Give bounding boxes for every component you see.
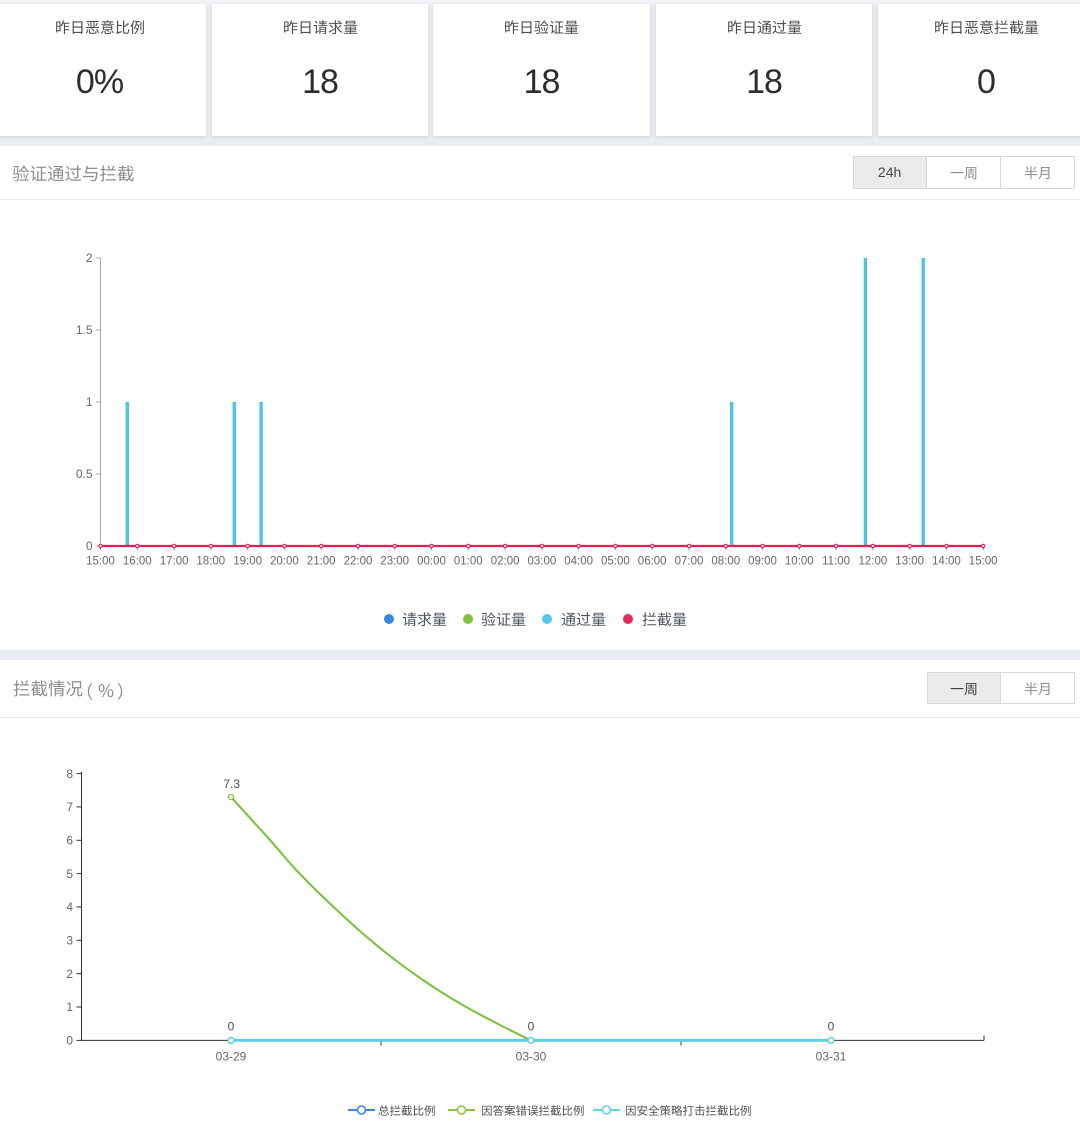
svg-text:03-30: 03-30: [516, 1050, 547, 1064]
svg-text:3: 3: [66, 934, 73, 948]
svg-text:21:00: 21:00: [307, 556, 336, 568]
svg-text:10:00: 10:00: [785, 556, 814, 568]
svg-text:7.3: 7.3: [223, 777, 240, 791]
svg-text:23:00: 23:00: [380, 556, 409, 568]
svg-text:08:00: 08:00: [711, 556, 740, 568]
svg-text:20:00: 20:00: [270, 556, 299, 568]
svg-text:1.5: 1.5: [76, 323, 93, 337]
svg-text:0: 0: [528, 1020, 535, 1034]
svg-text:2: 2: [86, 251, 93, 265]
svg-text:03:00: 03:00: [528, 556, 557, 568]
svg-text:00:00: 00:00: [417, 556, 446, 568]
svg-text:1: 1: [86, 395, 93, 409]
svg-text:8: 8: [66, 767, 73, 781]
svg-text:13:00: 13:00: [895, 556, 924, 568]
svg-text:12:00: 12:00: [859, 556, 888, 568]
svg-text:2: 2: [66, 967, 73, 981]
svg-text:15:00: 15:00: [86, 556, 115, 568]
svg-text:0: 0: [828, 1020, 835, 1034]
svg-text:07:00: 07:00: [675, 556, 704, 568]
svg-text:5: 5: [66, 867, 73, 881]
svg-text:16:00: 16:00: [123, 556, 152, 568]
svg-text:19:00: 19:00: [233, 556, 262, 568]
svg-text:09:00: 09:00: [748, 556, 777, 568]
svg-text:14:00: 14:00: [932, 556, 961, 568]
svg-text:04:00: 04:00: [564, 556, 593, 568]
svg-text:15:00: 15:00: [969, 556, 998, 568]
svg-text:11:00: 11:00: [822, 556, 850, 568]
svg-text:03-29: 03-29: [216, 1050, 247, 1064]
svg-text:0.5: 0.5: [76, 467, 93, 481]
svg-text:22:00: 22:00: [344, 556, 373, 568]
svg-text:0: 0: [66, 1034, 73, 1048]
svg-text:6: 6: [66, 834, 73, 848]
svg-text:05:00: 05:00: [601, 556, 630, 568]
svg-text:7: 7: [66, 800, 73, 814]
svg-text:0: 0: [86, 539, 93, 553]
svg-text:17:00: 17:00: [160, 556, 189, 568]
svg-text:03-31: 03-31: [816, 1050, 847, 1064]
svg-text:18:00: 18:00: [196, 556, 225, 568]
svg-text:02:00: 02:00: [491, 556, 520, 568]
svg-text:4: 4: [66, 900, 73, 914]
svg-text:06:00: 06:00: [638, 556, 667, 568]
svg-text:01:00: 01:00: [454, 556, 483, 568]
svg-text:1: 1: [66, 1000, 73, 1014]
svg-text:0: 0: [228, 1020, 235, 1034]
